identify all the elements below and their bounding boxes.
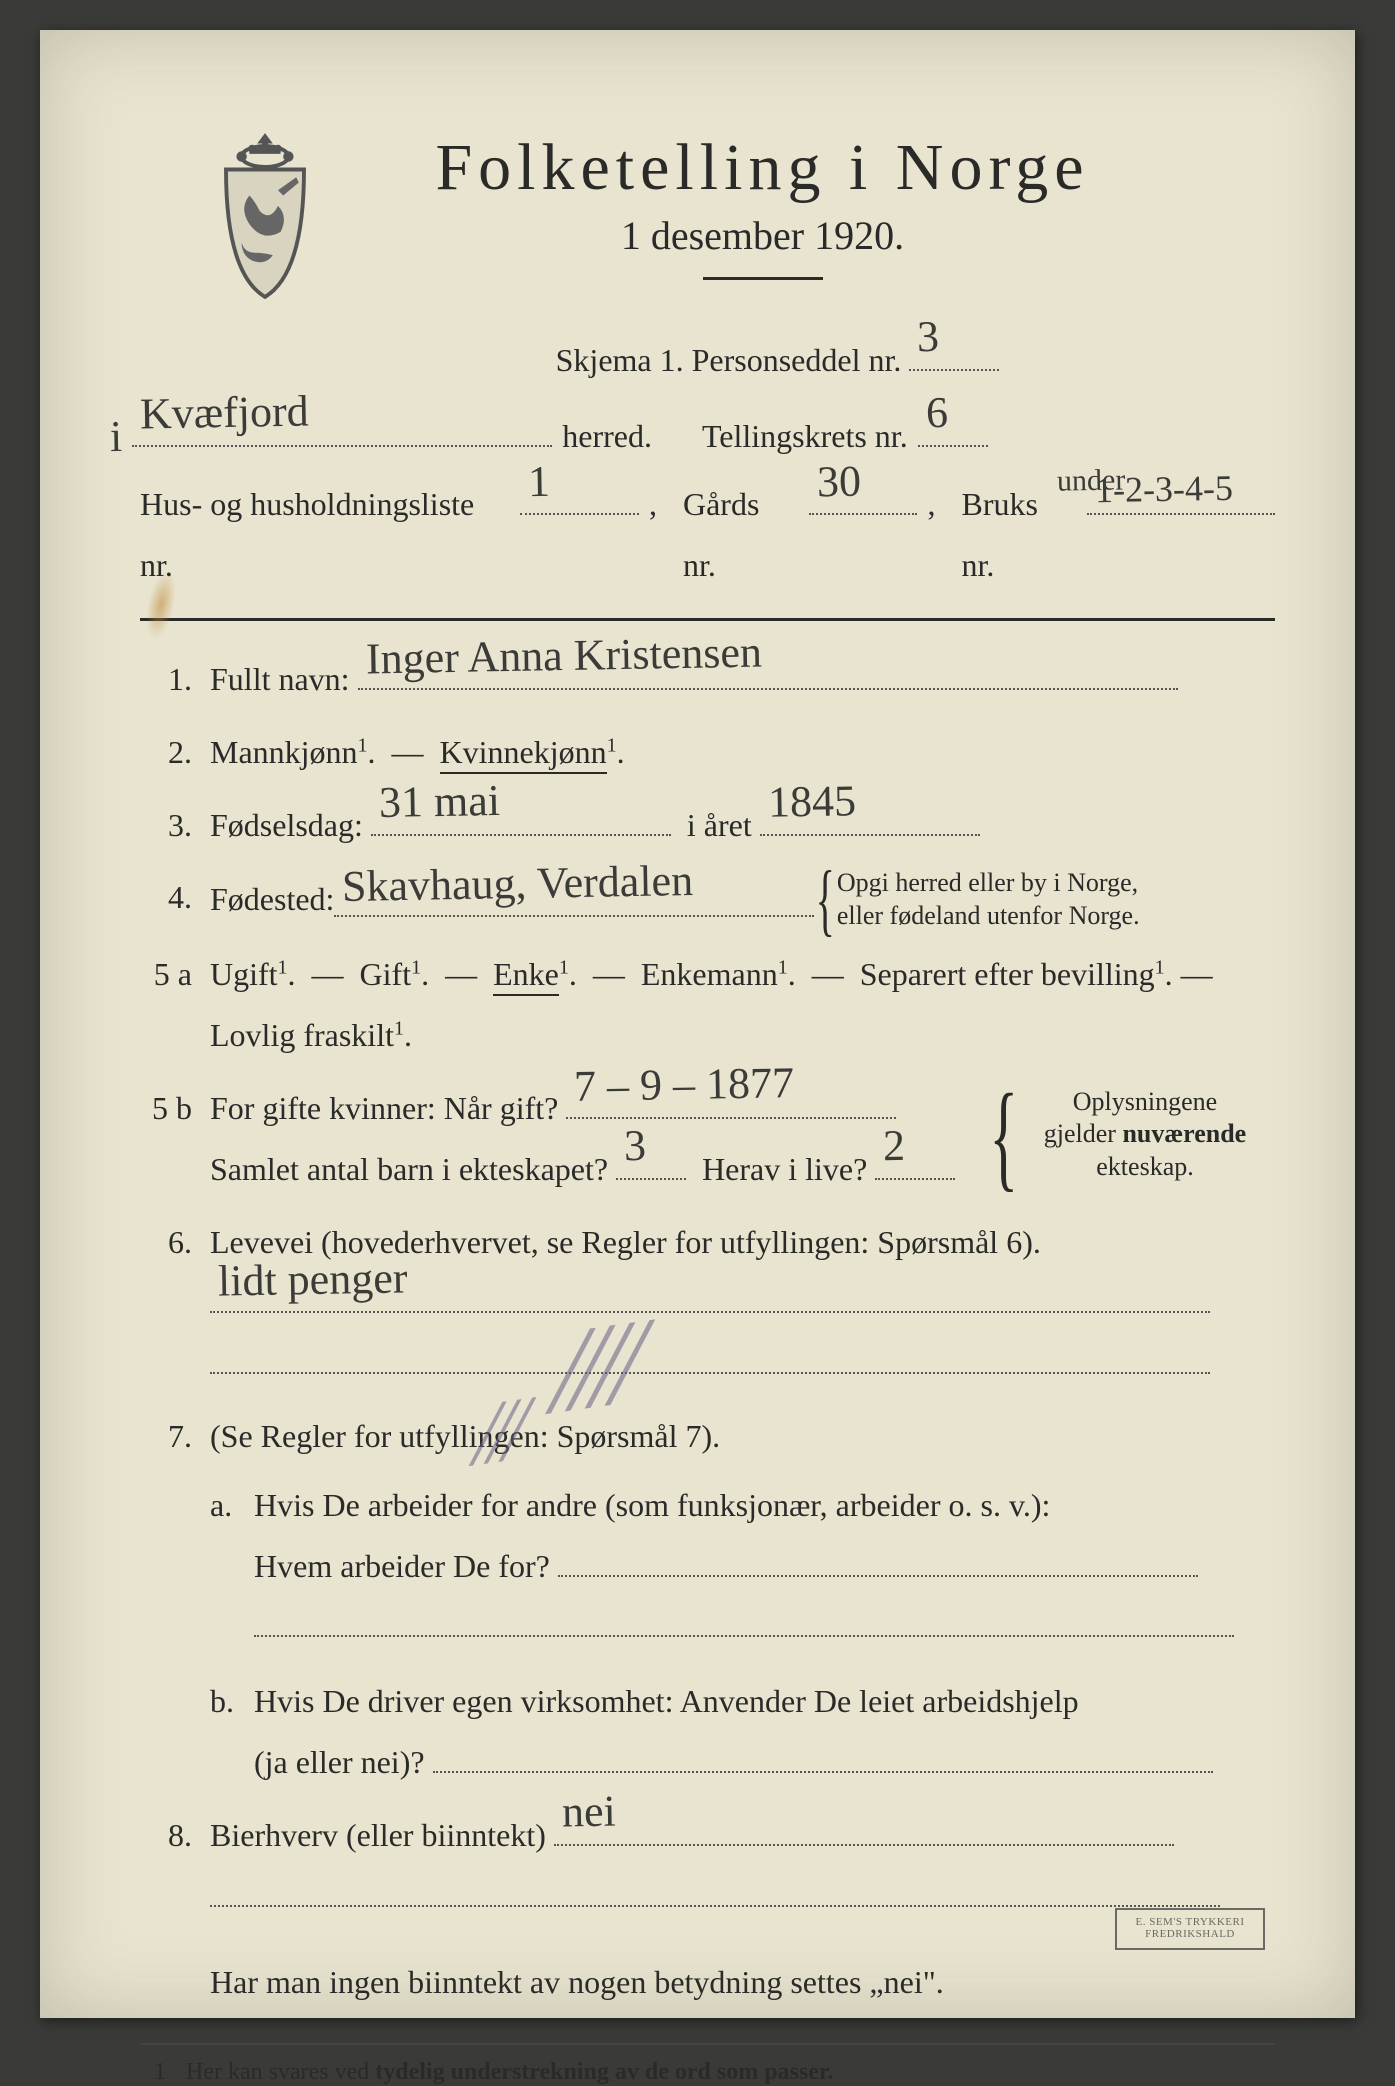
- q8-value: nei: [561, 1770, 616, 1855]
- tellingskrets-nr: 6: [925, 371, 948, 455]
- gards-nr: 30: [816, 439, 861, 523]
- q5b-num: 5 b: [140, 1078, 192, 1200]
- q2-num: 2.: [140, 722, 192, 783]
- q5a-enke: Enke: [493, 956, 559, 996]
- skjema-label: Skjema 1. Personseddel nr.: [556, 342, 902, 378]
- q7b-text: Hvis De driver egen virksomhet: Anvender…: [254, 1683, 1079, 1719]
- q8-num: 8.: [140, 1805, 192, 1927]
- footnote-a: Her kan svares ved: [186, 2059, 375, 2085]
- husliste-label: Hus- og husholdningsliste nr.: [140, 474, 510, 596]
- gards-label: Gårds nr.: [683, 474, 799, 596]
- q3-day: 31 mai: [378, 759, 500, 845]
- document-page: Folketelling i Norge 1 desember 1920. Sk…: [40, 30, 1355, 2018]
- q7a-text: Hvis De arbeider for andre (som funksjon…: [254, 1487, 1050, 1523]
- q3-num: 3.: [140, 795, 192, 856]
- q3-year: 1845: [767, 759, 856, 844]
- q5b-gift-value: 7 – 9 – 1877: [574, 1041, 795, 1128]
- coat-of-arms-icon: [200, 130, 330, 300]
- page-subtitle: 1 desember 1920.: [370, 212, 1155, 259]
- q4-num: 4.: [140, 867, 192, 932]
- q1-label: Fullt navn:: [210, 661, 350, 697]
- q5b-label: For gifte kvinner: Når gift?: [210, 1090, 558, 1126]
- q5a-num: 5 a: [140, 944, 192, 1066]
- q7a-letter: a.: [210, 1475, 240, 1657]
- herred-label: herred.: [562, 406, 652, 467]
- title-rule: [703, 277, 823, 280]
- q3-mid: i året: [687, 807, 752, 843]
- q5a-gift: Gift: [360, 956, 412, 992]
- footnote-b: tydelig understrekning av de ord som pas…: [375, 2059, 833, 2085]
- bruks-annotation: under: [1056, 452, 1125, 510]
- q5a-separert: Separert efter bevilling: [860, 956, 1155, 992]
- q4-note-b: eller fødeland utenfor Norge.: [837, 901, 1140, 930]
- q1-num: 1.: [140, 649, 192, 710]
- foot-instruction: Har man ingen biinntekt av nogen betydni…: [210, 1952, 1275, 2013]
- q1-value: Inger Anna Kristensen: [365, 611, 762, 701]
- printer-stamp: E. SEM'S TRYKKERIFREDRIKSHALD: [1115, 1908, 1265, 1950]
- q7b-letter: b.: [210, 1671, 240, 1793]
- tellingskrets-label: Tellingskrets nr.: [702, 406, 908, 467]
- q4-value: Skavhaug, Verdalen: [342, 839, 695, 929]
- q6-value: lidt penger: [217, 1236, 408, 1323]
- q5b-note-a: Oplysningene: [1073, 1087, 1217, 1116]
- q3-label: Fødselsdag:: [210, 807, 363, 843]
- q7-label: (Se Regler for utfyllingen: Spørsmål 7).: [210, 1418, 720, 1454]
- q7b-text2: (ja eller nei)?: [254, 1744, 425, 1780]
- form-body: Skjema 1. Personseddel nr. 3 i Kvæfjord …: [140, 330, 1275, 2086]
- q7-num: 7.: [140, 1406, 192, 1793]
- q4-label: Fødested:: [210, 869, 334, 930]
- q5a-fraskilt: Lovlig fraskilt: [210, 1017, 394, 1053]
- q5b-live: 2: [883, 1104, 906, 1188]
- q7a-text2: Hvem arbeider De for?: [254, 1548, 550, 1584]
- q5b-barn: 3: [623, 1104, 646, 1188]
- q5b-live-label: Herav i live?: [702, 1151, 867, 1187]
- herred-prefix: i: [109, 395, 123, 479]
- q8-label: Bierhverv (eller biinntekt): [210, 1817, 546, 1853]
- q5b-note-c: ekteskap.: [1096, 1152, 1193, 1181]
- q4-note-a: Opgi herred eller by i Norge,: [837, 868, 1138, 897]
- husliste-nr: 1: [528, 440, 551, 524]
- q6-num: 6.: [140, 1212, 192, 1394]
- q5a-enkemann: Enkemann: [641, 956, 778, 992]
- q2-opt-mann: Mannkjønn: [210, 734, 358, 770]
- divider-thin: [140, 2043, 1275, 2045]
- q5b-barn-label: Samlet antal barn i ekteskapet?: [210, 1151, 608, 1187]
- page-title: Folketelling i Norge: [370, 130, 1155, 206]
- herred-value: Kvæfjord: [140, 370, 310, 457]
- brace-icon: {: [816, 868, 835, 932]
- header: Folketelling i Norge 1 desember 1920.: [200, 130, 1275, 300]
- q5a-ugift: Ugift: [210, 956, 278, 992]
- personseddel-nr: 3: [917, 295, 940, 379]
- footnote-num: 1: [140, 2059, 180, 2086]
- brace-icon: {: [990, 1088, 1019, 1184]
